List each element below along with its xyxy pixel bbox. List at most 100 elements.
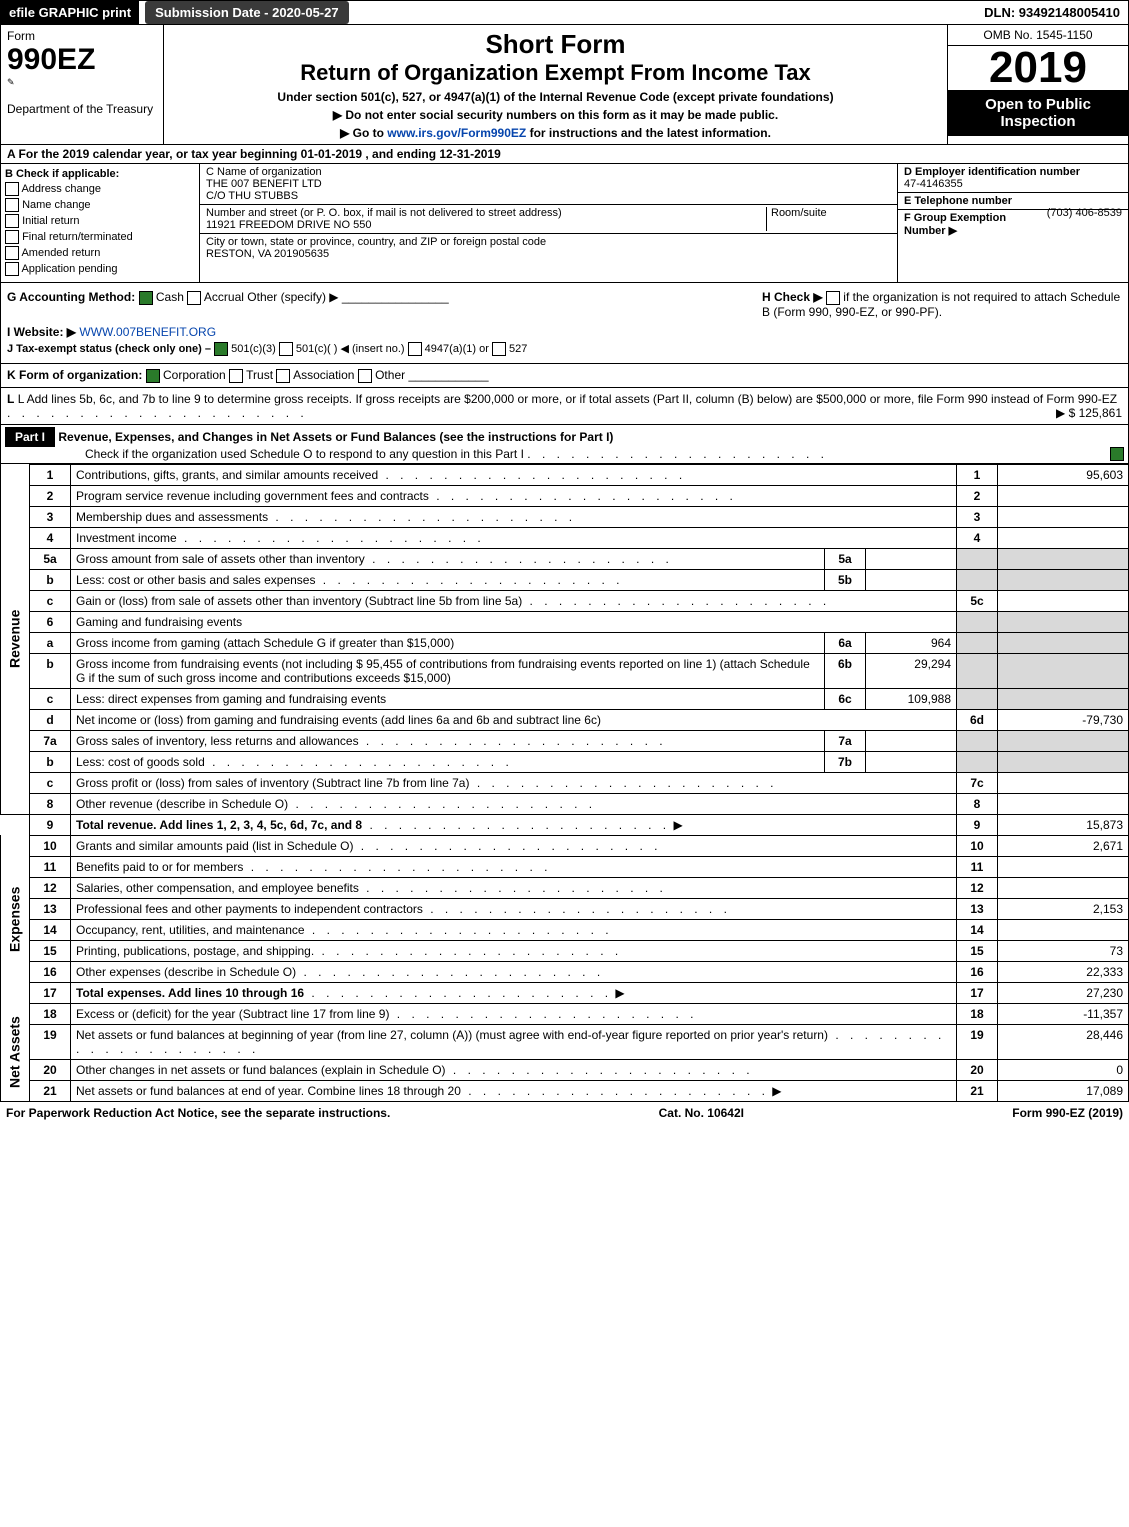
row-a-period: A For the 2019 calendar year, or tax yea…	[0, 145, 1129, 164]
table-row: 2 Program service revenue including gove…	[1, 485, 1129, 506]
k-label: K Form of organization:	[7, 368, 142, 382]
table-row: 5a Gross amount from sale of assets othe…	[1, 548, 1129, 569]
table-row: 19 Net assets or fund balances at beginn…	[1, 1024, 1129, 1059]
form-number: 990EZ	[7, 43, 157, 77]
chk-accrual[interactable]	[187, 291, 201, 305]
org-city: RESTON, VA 201905635	[206, 248, 329, 260]
revenue-side-label: Revenue	[1, 464, 30, 814]
i-label: I Website: ▶	[7, 325, 76, 339]
form-header: Form 990EZ ✎ Department of the Treasury …	[0, 25, 1129, 145]
table-row: 3 Membership dues and assessments 3	[1, 506, 1129, 527]
org-co: C/O THU STUBBS	[206, 190, 298, 202]
return-title: Return of Organization Exempt From Incom…	[172, 60, 939, 86]
c-name-label: C Name of organization	[206, 166, 322, 178]
table-row: c Less: direct expenses from gaming and …	[1, 688, 1129, 709]
table-row: Expenses 10 Grants and similar amounts p…	[1, 835, 1129, 856]
f-label: F Group Exemption Number ▶	[904, 212, 1006, 237]
chk-schedule-o[interactable]	[1110, 447, 1124, 461]
footer-left: For Paperwork Reduction Act Notice, see …	[6, 1106, 390, 1120]
col-def: D Employer identification number 47-4146…	[898, 164, 1128, 282]
c-street-label: Number and street (or P. O. box, if mail…	[206, 207, 562, 219]
footer-mid: Cat. No. 10642I	[659, 1106, 744, 1120]
chk-501c3[interactable]	[214, 342, 228, 356]
table-row: 11 Benefits paid to or for members 11	[1, 856, 1129, 877]
part-i-title: Revenue, Expenses, and Changes in Net As…	[58, 430, 613, 444]
chk-amended-return[interactable]: Amended return	[5, 246, 195, 260]
table-row: b Less: cost of goods sold 7b	[1, 751, 1129, 772]
table-row: 17 Total expenses. Add lines 10 through …	[1, 982, 1129, 1003]
chk-other[interactable]	[358, 369, 372, 383]
chk-initial-return[interactable]: Initial return	[5, 214, 195, 228]
c-city-label: City or town, state or province, country…	[206, 236, 546, 248]
chk-application-pending[interactable]: Application pending	[5, 262, 195, 276]
col-b-title: B Check if applicable:	[5, 168, 119, 180]
open-public: Open to Public Inspection	[948, 90, 1128, 136]
col-c: C Name of organization THE 007 BENEFIT L…	[200, 164, 898, 282]
h-label: H Check ▶	[762, 290, 823, 304]
top-bar: efile GRAPHIC print Submission Date - 20…	[0, 0, 1129, 25]
part-i-label: Part I	[5, 427, 55, 447]
chk-name-change[interactable]: Name change	[5, 198, 195, 212]
ein: 47-4146355	[904, 178, 963, 190]
table-row: 14 Occupancy, rent, utilities, and maint…	[1, 919, 1129, 940]
e-label: E Telephone number	[904, 195, 1012, 207]
no-ssn-line: ▶ Do not enter social security numbers o…	[172, 108, 939, 122]
part-i-header: Part I Revenue, Expenses, and Changes in…	[0, 425, 1129, 464]
chk-501c[interactable]	[279, 342, 293, 356]
row-k: K Form of organization: Corporation Trus…	[0, 364, 1129, 388]
table-row: 9 Total revenue. Add lines 1, 2, 3, 4, 5…	[1, 814, 1129, 835]
section-line: Under section 501(c), 527, or 4947(a)(1)…	[172, 90, 939, 104]
l-amount: ▶ $ 125,861	[1056, 406, 1122, 420]
chk-4947[interactable]	[408, 342, 422, 356]
table-row: 4 Investment income 4	[1, 527, 1129, 548]
efile-label[interactable]: efile GRAPHIC print	[1, 1, 139, 24]
d-label: D Employer identification number	[904, 166, 1080, 178]
table-row: 12 Salaries, other compensation, and emp…	[1, 877, 1129, 898]
table-row: 7a Gross sales of inventory, less return…	[1, 730, 1129, 751]
org-street: 11921 FREEDOM DRIVE NO 550	[206, 219, 371, 231]
part-i-check: Check if the organization used Schedule …	[85, 447, 524, 461]
chk-address-change[interactable]: Address change	[5, 182, 195, 196]
table-row: c Gain or (loss) from sale of assets oth…	[1, 590, 1129, 611]
table-row: 21 Net assets or fund balances at end of…	[1, 1080, 1129, 1101]
table-row: c Gross profit or (loss) from sales of i…	[1, 772, 1129, 793]
header-right: OMB No. 1545-1150 2019 Open to Public In…	[947, 25, 1128, 144]
chk-assoc[interactable]	[276, 369, 290, 383]
form-word: Form	[7, 29, 157, 43]
col-b: B Check if applicable: Address change Na…	[1, 164, 200, 282]
g-label: G Accounting Method:	[7, 290, 135, 304]
j-label: J Tax-exempt status (check only one) –	[7, 343, 211, 355]
section-b-to-f: B Check if applicable: Address change Na…	[0, 164, 1129, 283]
table-row: 20 Other changes in net assets or fund b…	[1, 1059, 1129, 1080]
chk-cash[interactable]	[139, 291, 153, 305]
submission-date: Submission Date - 2020-05-27	[145, 1, 349, 24]
netassets-side-label: Net Assets	[1, 1003, 30, 1101]
dln-label: DLN: 93492148005410	[976, 1, 1128, 24]
table-row: b Gross income from fundraising events (…	[1, 653, 1129, 688]
irs-link[interactable]: www.irs.gov/Form990EZ	[387, 126, 526, 140]
website-link[interactable]: WWW.007BENEFIT.ORG	[79, 325, 216, 339]
table-row: Revenue 1 Contributions, gifts, grants, …	[1, 464, 1129, 485]
page-footer: For Paperwork Reduction Act Notice, see …	[0, 1102, 1129, 1124]
table-row: Net Assets 18 Excess or (deficit) for th…	[1, 1003, 1129, 1024]
table-row: a Gross income from gaming (attach Sched…	[1, 632, 1129, 653]
table-row: 16 Other expenses (describe in Schedule …	[1, 961, 1129, 982]
table-row: 6 Gaming and fundraising events	[1, 611, 1129, 632]
table-row: 8 Other revenue (describe in Schedule O)…	[1, 793, 1129, 814]
table-row: 13 Professional fees and other payments …	[1, 898, 1129, 919]
goto-line: ▶ Go to www.irs.gov/Form990EZ for instru…	[172, 126, 939, 140]
org-name: THE 007 BENEFIT LTD	[206, 178, 322, 190]
chk-trust[interactable]	[229, 369, 243, 383]
chk-h[interactable]	[826, 291, 840, 305]
telephone: (703) 406-8539	[1047, 207, 1122, 219]
chk-corp[interactable]	[146, 369, 160, 383]
chk-final-return[interactable]: Final return/terminated	[5, 230, 195, 244]
table-row: 15 Printing, publications, postage, and …	[1, 940, 1129, 961]
mid-info-block: G Accounting Method: Cash Accrual Other …	[0, 283, 1129, 364]
expenses-side-label: Expenses	[1, 835, 30, 1003]
header-center: Short Form Return of Organization Exempt…	[164, 25, 947, 144]
chk-527[interactable]	[492, 342, 506, 356]
room-suite: Room/suite	[766, 207, 891, 231]
footer-right: Form 990-EZ (2019)	[1012, 1106, 1123, 1120]
table-row: d Net income or (loss) from gaming and f…	[1, 709, 1129, 730]
